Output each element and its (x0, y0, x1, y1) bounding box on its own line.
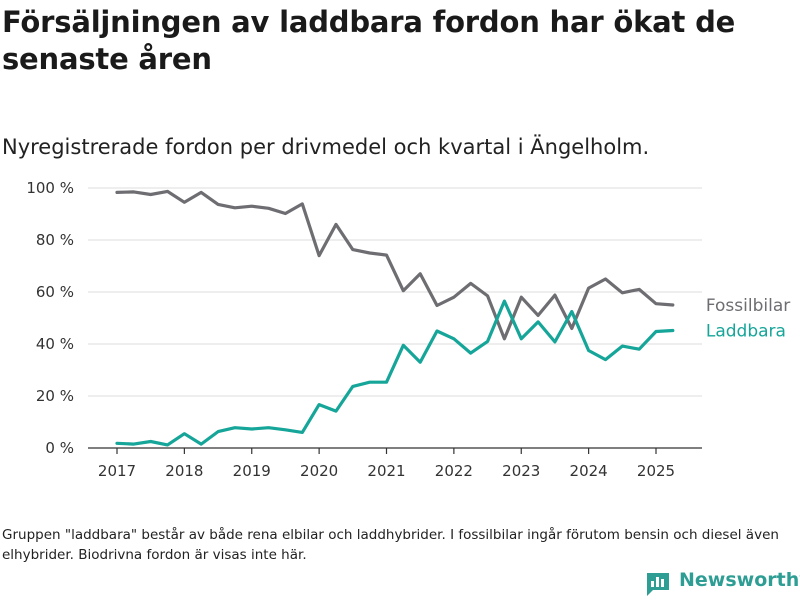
x-tick-label: 2021 (367, 462, 405, 480)
gridlines (88, 187, 702, 397)
axes: 0 % 20 % 40 % 60 % 80 % 100 % 2017 2018 2019 2020… (26, 179, 702, 480)
x-tick-label: 2025 (637, 462, 675, 480)
y-tick-label: 0 % (45, 439, 74, 457)
x-tick-label: 2020 (300, 462, 338, 480)
x-tick-label: 2023 (502, 462, 540, 480)
x-tick-label: 2017 (98, 462, 136, 480)
series-line-laddbara (115, 299, 675, 447)
series-line-fossilbilar (115, 189, 675, 341)
series-label-fossilbilar: Fossilbilar (706, 296, 790, 316)
chart-title: Försäljningen av laddbara fordon har öka… (2, 5, 736, 76)
series-labels: Fossilbilar Laddbara (706, 296, 790, 341)
line-chart: 0 % 20 % 40 % 60 % 80 % 100 % 2017 2018 2019 2020… (26, 179, 790, 480)
x-tick-label: 2019 (233, 462, 271, 480)
y-tick-label: 40 % (36, 335, 74, 353)
logo-text: Newsworthy (679, 569, 800, 591)
y-tick-label: 20 % (36, 387, 74, 405)
bar-chart-logo-icon (647, 573, 669, 596)
y-tick-label: 60 % (36, 283, 74, 301)
series-label-laddbara: Laddbara (706, 321, 786, 341)
x-tick-label: 2018 (165, 462, 203, 480)
x-tick-label: 2022 (435, 462, 473, 480)
x-tick-label: 2024 (570, 462, 608, 480)
y-tick-label: 100 % (26, 179, 74, 197)
footnote: Gruppen "laddbara" består av både rena e… (2, 527, 779, 563)
chart-subtitle: Nyregistrerade fordon per drivmedel och … (2, 135, 650, 159)
y-tick-label: 80 % (36, 231, 74, 249)
data-series (115, 189, 675, 447)
